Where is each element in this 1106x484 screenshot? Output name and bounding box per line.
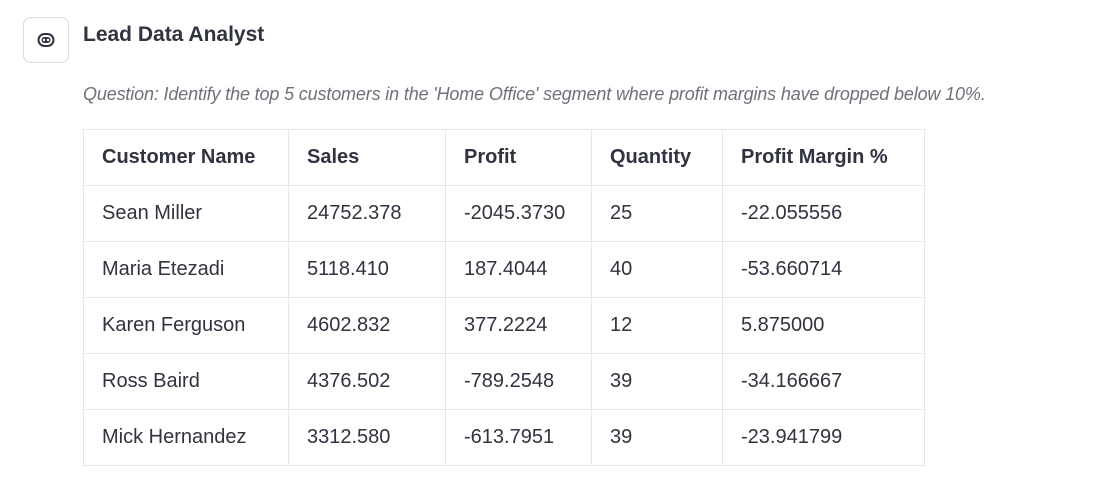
column-header-quantity: Quantity <box>591 129 723 186</box>
cell-profit: -2045.3730 <box>445 185 592 242</box>
question-text: Question: Identify the top 5 customers i… <box>83 84 986 104</box>
cell-quantity: 39 <box>591 409 723 466</box>
cell-quantity: 25 <box>591 185 723 242</box>
cell-profit-margin: -23.941799 <box>722 409 925 466</box>
cell-sales: 3312.580 <box>288 409 446 466</box>
table-row: Sean Miller 24752.378 -2045.3730 25 -22.… <box>83 185 925 242</box>
table-row: Mick Hernandez 3312.580 -613.7951 39 -23… <box>83 409 925 466</box>
cell-quantity: 40 <box>591 241 723 298</box>
cell-sales: 5118.410 <box>288 241 446 298</box>
assistant-name: Lead Data Analyst <box>83 23 265 46</box>
cell-customer-name: Karen Ferguson <box>83 297 289 354</box>
bot-face-icon <box>37 31 55 49</box>
cell-quantity: 39 <box>591 353 723 410</box>
cell-profit: -789.2548 <box>445 353 592 410</box>
column-header-profit: Profit <box>445 129 592 186</box>
table-header-row: Customer Name Sales Profit Quantity Prof… <box>83 129 925 186</box>
table-row: Karen Ferguson 4602.832 377.2224 12 5.87… <box>83 297 925 354</box>
table-row: Ross Baird 4376.502 -789.2548 39 -34.166… <box>83 353 925 410</box>
cell-sales: 4376.502 <box>288 353 446 410</box>
cell-profit: 377.2224 <box>445 297 592 354</box>
cell-profit: -613.7951 <box>445 409 592 466</box>
cell-profit-margin: -34.166667 <box>722 353 925 410</box>
column-header-profit-margin: Profit Margin % <box>722 129 925 186</box>
cell-profit-margin: -53.660714 <box>722 241 925 298</box>
cell-customer-name: Sean Miller <box>83 185 289 242</box>
cell-quantity: 12 <box>591 297 723 354</box>
assistant-avatar <box>23 17 69 63</box>
cell-profit-margin: -22.055556 <box>722 185 925 242</box>
cell-customer-name: Ross Baird <box>83 353 289 410</box>
column-header-sales: Sales <box>288 129 446 186</box>
cell-profit-margin: 5.875000 <box>722 297 925 354</box>
cell-profit: 187.4044 <box>445 241 592 298</box>
table-row: Maria Etezadi 5118.410 187.4044 40 -53.6… <box>83 241 925 298</box>
cell-sales: 24752.378 <box>288 185 446 242</box>
cell-customer-name: Mick Hernandez <box>83 409 289 466</box>
cell-customer-name: Maria Etezadi <box>83 241 289 298</box>
cell-sales: 4602.832 <box>288 297 446 354</box>
column-header-customer-name: Customer Name <box>83 129 289 186</box>
results-table: Customer Name Sales Profit Quantity Prof… <box>83 129 925 466</box>
